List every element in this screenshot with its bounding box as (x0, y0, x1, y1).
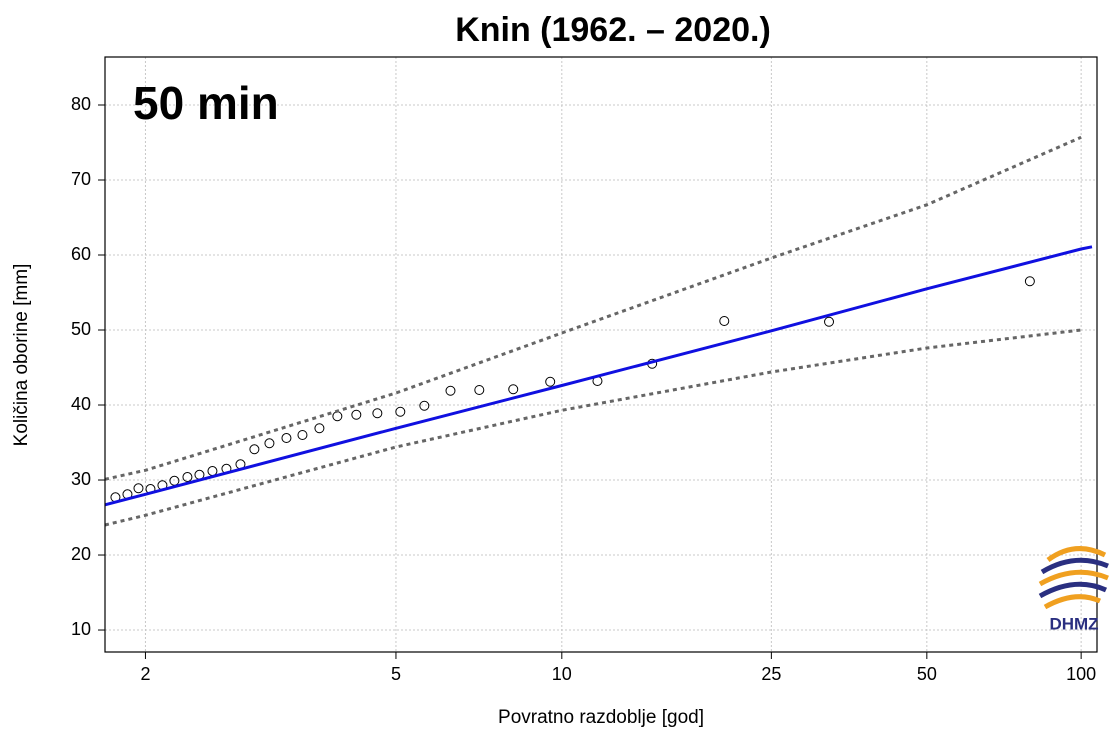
logo-swirl (1040, 557, 1109, 575)
logo-swirl (1038, 581, 1108, 599)
data-point (182, 472, 193, 483)
confidence-line (104, 328, 1082, 527)
data-point (824, 316, 835, 327)
data-point (445, 385, 456, 396)
x-tick-label: 25 (761, 664, 781, 684)
data-point (419, 400, 430, 411)
y-tick-label: 10 (71, 619, 91, 639)
logo-swirl (1038, 569, 1109, 587)
data-point (1024, 276, 1035, 287)
fit-line (104, 245, 1093, 507)
data-point (351, 409, 362, 420)
x-tick-label: 5 (391, 664, 401, 684)
chart-title: Knin (1962. – 2020.) (455, 11, 771, 49)
logo: DHMZ (1038, 546, 1109, 633)
y-tick-label: 50 (71, 319, 91, 339)
y-tick-label: 20 (71, 544, 91, 564)
y-tick-label: 60 (71, 244, 91, 264)
data-point (372, 408, 383, 419)
data-point (545, 376, 556, 387)
data-point (508, 384, 519, 395)
confidence-line (104, 135, 1082, 481)
x-tick-label: 2 (140, 664, 150, 684)
y-tick-label: 40 (71, 394, 91, 414)
logo-swirl (1043, 594, 1102, 610)
logo-text: DHMZ (1049, 614, 1098, 633)
y-tick-label: 80 (71, 94, 91, 114)
x-tick-label: 10 (552, 664, 572, 684)
logo-swirl (1046, 546, 1107, 563)
data-point (719, 316, 730, 327)
data-point (133, 483, 144, 494)
data-point (474, 385, 485, 396)
x-tick-label: 100 (1066, 664, 1096, 684)
y-axis-label: Količina oborine [mm] (11, 264, 32, 447)
data-point (314, 423, 325, 434)
data-point (281, 433, 292, 444)
plot-marks (104, 135, 1093, 527)
y-tick-label: 30 (71, 469, 91, 489)
data-point (249, 444, 260, 455)
x-tick-label: 50 (917, 664, 937, 684)
data-point (395, 406, 406, 417)
x-axis-label: Povratno razdoblje [god] (498, 707, 704, 728)
y-tick-label: 70 (71, 169, 91, 189)
data-point (264, 438, 275, 449)
plot-frame (104, 56, 1098, 653)
data-point (297, 430, 308, 441)
annotation: 50 min (133, 77, 279, 129)
